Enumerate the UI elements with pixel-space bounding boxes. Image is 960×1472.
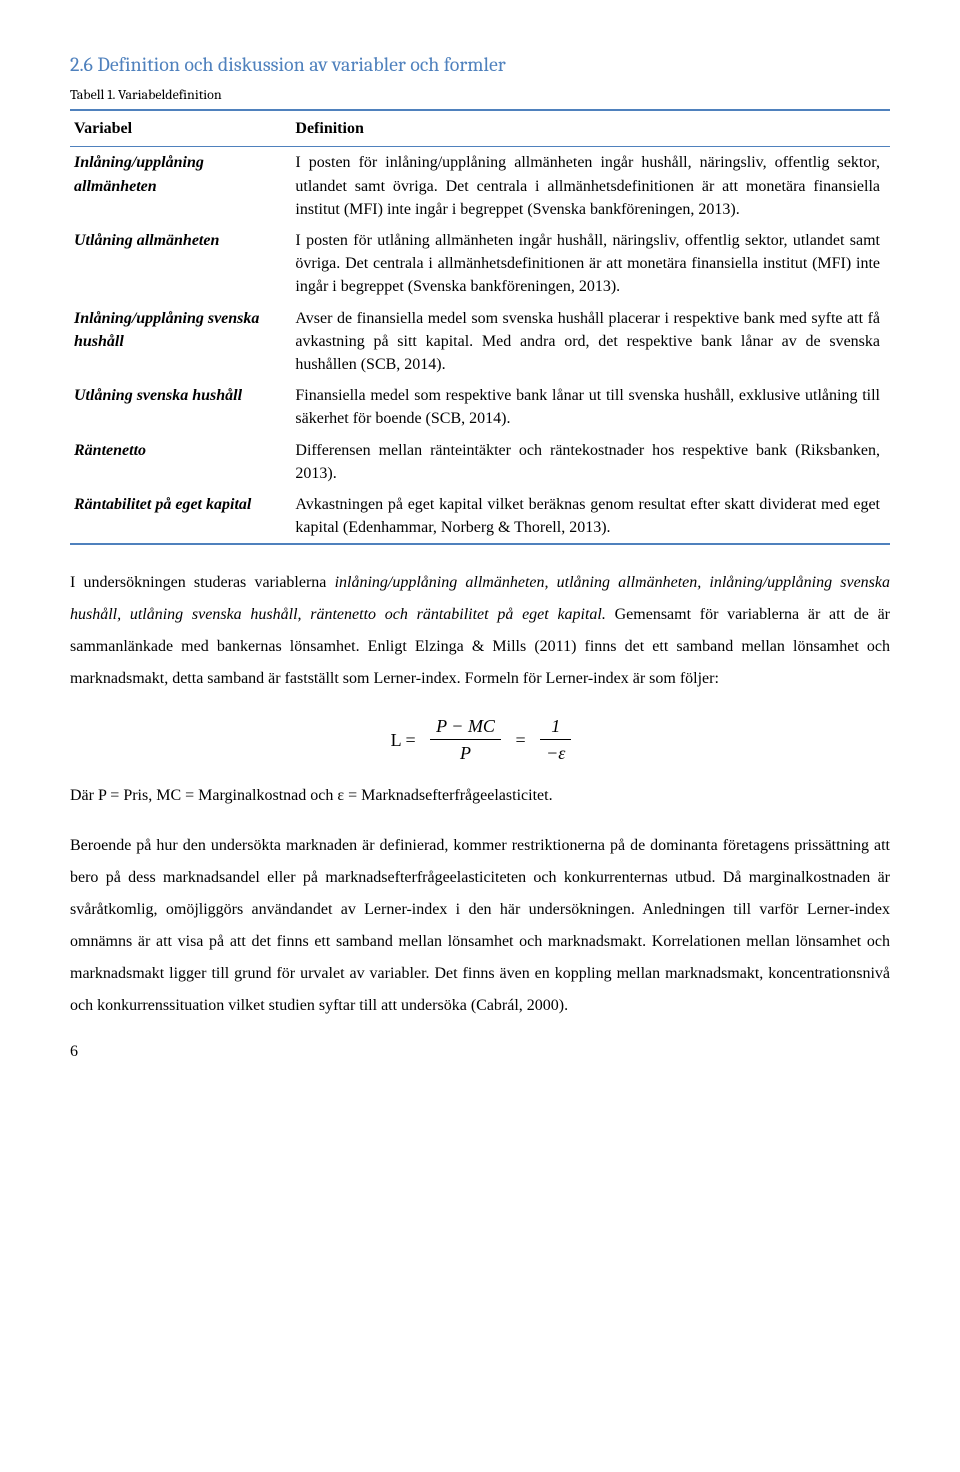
para1-pre: I undersökningen studeras variablerna (70, 574, 335, 591)
table-row: Inlåning/upplåning svenska hushåll Avser… (70, 303, 890, 381)
variable-name: Räntenetto (70, 435, 291, 489)
formula-lhs: L = (391, 730, 416, 750)
header-variable: Variabel (70, 110, 291, 147)
variable-definition: Differensen mellan ränteintäkter och rän… (291, 435, 890, 489)
formula-frac1-numerator: P − MC (430, 713, 501, 740)
section-heading: 2.6 Definition och diskussion av variabl… (70, 50, 890, 79)
formula-fraction-2: 1 −ε (540, 713, 571, 766)
variable-name: Räntabilitet på eget kapital (70, 489, 291, 544)
paragraph-1: I undersökningen studeras variablerna in… (70, 567, 890, 695)
variable-definition: Avser de finansiella medel som svenska h… (291, 303, 890, 381)
paragraph-2: Där P = Pris, MC = Marginalkostnad och ε… (70, 780, 890, 812)
table-row: Räntenetto Differensen mellan ränteintäk… (70, 435, 890, 489)
table-row: Inlåning/upplåning allmänheten I posten … (70, 147, 890, 225)
variable-name: Inlåning/upplåning svenska hushåll (70, 303, 291, 381)
header-definition: Definition (291, 110, 890, 147)
variable-definition: I posten för utlåning allmänheten ingår … (291, 225, 890, 303)
variable-name: Utlåning svenska hushåll (70, 380, 291, 434)
formula-frac2-denominator: −ε (540, 740, 571, 766)
paragraph-3: Beroende på hur den undersökta marknaden… (70, 830, 890, 1022)
formula-frac2-numerator: 1 (540, 713, 571, 740)
formula-frac1-denominator: P (430, 740, 501, 766)
variable-definition-table: Variabel Definition Inlåning/upplåning a… (70, 109, 890, 545)
table-header-row: Variabel Definition (70, 110, 890, 147)
variable-definition: I posten för inlåning/upplåning allmänhe… (291, 147, 890, 225)
table-caption: Tabell 1. Variabeldefinition (70, 85, 890, 105)
table-row: Utlåning allmänheten I posten för utlåni… (70, 225, 890, 303)
page-number: 6 (70, 1040, 890, 1063)
variable-definition: Avkastningen på eget kapital vilket berä… (291, 489, 890, 544)
table-body: Inlåning/upplåning allmänheten I posten … (70, 147, 890, 544)
formula-equals: = (515, 730, 525, 750)
variable-definition: Finansiella medel som respektive bank lå… (291, 380, 890, 434)
lerner-index-formula: L = P − MC P = 1 −ε (70, 713, 890, 766)
formula-fraction-1: P − MC P (430, 713, 501, 766)
table-row: Utlåning svenska hushåll Finansiella med… (70, 380, 890, 434)
table-row: Räntabilitet på eget kapital Avkastninge… (70, 489, 890, 544)
variable-name: Utlåning allmänheten (70, 225, 291, 303)
variable-name: Inlåning/upplåning allmänheten (70, 147, 291, 225)
